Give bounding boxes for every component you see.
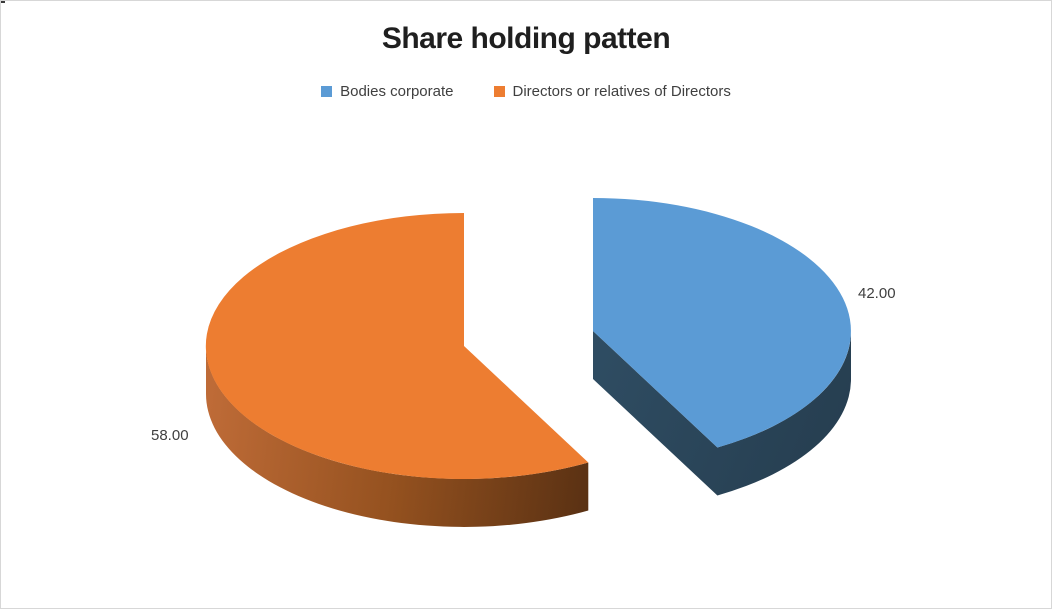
chart-legend: Bodies corporate Directors or relatives … — [1, 83, 1051, 100]
legend-label-directors: Directors or relatives of Directors — [512, 83, 731, 100]
legend-label-bodies-corporate: Bodies corporate — [340, 83, 454, 100]
pie-slice-side-bodies-corporate — [593, 331, 851, 496]
legend-item-directors: Directors or relatives of Directors — [493, 83, 731, 100]
data-label-directors: 58.00 — [151, 427, 189, 444]
data-label-bodies-corporate: 42.00 — [858, 285, 896, 302]
pie-slice-side-directors — [206, 346, 589, 527]
chart-title: Share holding patten — [381, 22, 671, 55]
pie-slice-bodies-corporate — [593, 198, 851, 448]
frame-corner-notch — [1, 1, 5, 3]
legend-swatch-orange-icon — [493, 86, 505, 97]
pie-slice-directors — [205, 212, 589, 479]
legend-item-bodies-corporate: Bodies corporate — [321, 83, 454, 100]
legend-swatch-blue-icon — [321, 86, 333, 97]
